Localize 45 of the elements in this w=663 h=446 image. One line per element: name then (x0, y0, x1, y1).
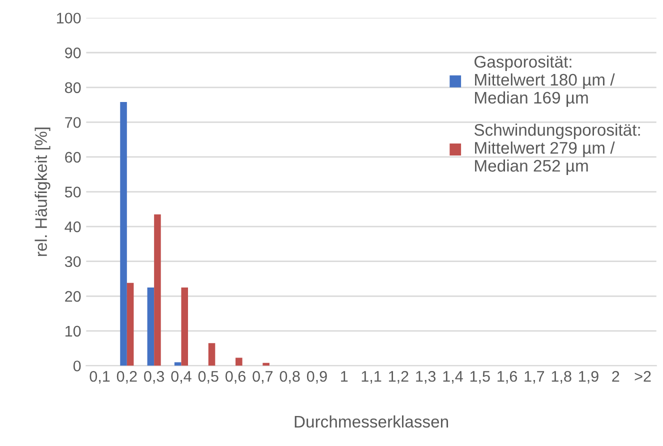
x-tick-label: 0,2 (116, 370, 137, 384)
x-tick-label: 1,2 (388, 370, 408, 384)
bar (147, 287, 154, 366)
y-tick-label: 50 (64, 186, 81, 198)
x-tick-label: 0,3 (144, 370, 164, 384)
bar (120, 102, 127, 366)
legend-label: Gasporosität: Mittelwert 180 µm / Median 169 µm (474, 55, 615, 107)
bar (236, 358, 242, 366)
x-tick-label: 0,1 (90, 370, 110, 384)
x-tick-label: 1,8 (552, 370, 572, 384)
x-tick-label: 1,1 (362, 371, 382, 384)
x-tick-label: 1 (341, 371, 348, 382)
bar (174, 362, 182, 366)
y-tick-label: 100 (57, 12, 81, 24)
x-axis-title: Durchmesserklassen (294, 415, 448, 428)
y-tick-label: 60 (65, 152, 81, 163)
bar (126, 282, 134, 366)
x-tick-label: 0,8 (280, 370, 300, 384)
bar (208, 343, 216, 366)
y-axis-title: rel. Häufigkeit [%] (34, 128, 50, 256)
x-tick-label: 1,7 (524, 371, 544, 384)
x-tick-label: 0,7 (252, 370, 273, 384)
bar (154, 214, 161, 366)
x-tick-label: 0,6 (226, 370, 246, 384)
y-tick-label: 10 (66, 326, 81, 337)
x-tick-label: 1,5 (470, 371, 490, 384)
x-tick-label: 1,6 (498, 370, 517, 384)
bar (262, 362, 270, 366)
x-tick-label: 1,3 (416, 370, 436, 384)
x-tick-label: 1,4 (443, 371, 463, 384)
legend-label: Schwindungsporosität: Mittelwert 279 µm / Median 252 µm (474, 124, 640, 176)
x-tick-label: 0,5 (198, 370, 218, 384)
y-tick-label: 30 (64, 256, 81, 268)
x-tick-label: 0,4 (171, 370, 192, 384)
x-tick-label: >2 (634, 370, 651, 382)
y-tick-label: 70 (65, 117, 81, 128)
y-tick-label: 20 (65, 291, 81, 302)
x-tick-label: 0,9 (306, 370, 327, 384)
y-tick-label: 0 (73, 360, 81, 372)
x-tick-label: 1,9 (579, 370, 598, 384)
y-tick-label: 80 (65, 82, 81, 94)
y-tick-label: 90 (65, 47, 81, 58)
y-tick-label: 40 (64, 221, 81, 232)
x-tick-label: 2 (612, 370, 620, 382)
bar (181, 287, 188, 366)
